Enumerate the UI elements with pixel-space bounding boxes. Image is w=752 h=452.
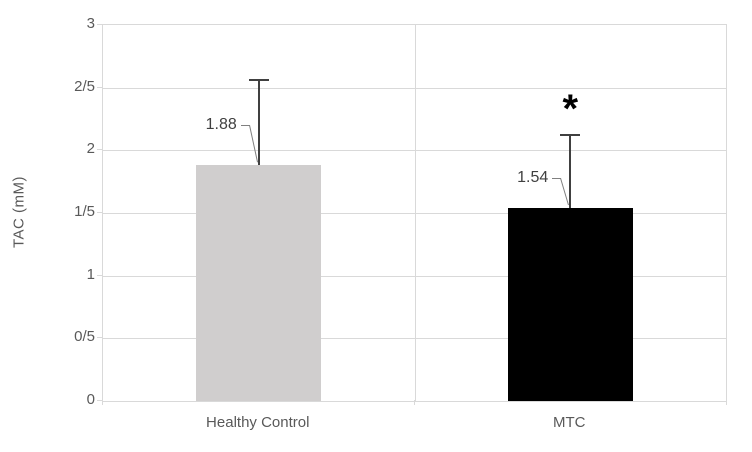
y-axis-tick-label: 1 <box>86 265 95 283</box>
y-axis-title: TAC (mM) <box>10 175 28 249</box>
y-axis-tick <box>97 274 103 276</box>
x-axis-tick <box>413 400 415 405</box>
error-bar-cap <box>248 78 269 81</box>
y-axis-tick-label: 2 <box>86 140 95 158</box>
y-axis-tick <box>97 149 103 151</box>
y-axis-tick <box>97 400 103 401</box>
data-label-leader <box>560 177 570 206</box>
x-axis-tick <box>102 400 103 405</box>
y-axis-tick-label: 2/5 <box>74 77 95 95</box>
y-axis-tick <box>97 86 103 88</box>
bar-healthy-control <box>196 165 322 401</box>
data-label: 1.54 <box>517 168 549 186</box>
y-axis-tick-label: 3 <box>86 15 95 32</box>
data-label-leader <box>240 125 250 127</box>
plot-area: 1.88 1.54 * <box>102 24 727 402</box>
gridline-vertical <box>414 25 416 401</box>
bar-mtc <box>507 207 633 401</box>
data-label: 1.88 <box>205 116 237 134</box>
error-bar-cap <box>560 134 581 137</box>
data-label-leader <box>248 125 258 163</box>
y-axis-tick-label: 0/5 <box>74 328 95 346</box>
y-axis-tick-label: 1/5 <box>74 203 95 220</box>
x-axis-tick <box>726 400 727 405</box>
significance-asterisk: * <box>562 87 579 132</box>
y-axis-tick-label: 0 <box>86 391 95 408</box>
y-axis-tick <box>97 212 103 213</box>
x-category-label: Healthy Control <box>206 414 310 431</box>
data-label-leader <box>552 177 562 179</box>
y-axis-tick <box>97 337 103 339</box>
error-bar-line <box>257 78 260 166</box>
y-axis-tick <box>97 24 103 25</box>
x-category-label: MTC <box>553 414 586 431</box>
error-bar-line <box>569 134 572 208</box>
